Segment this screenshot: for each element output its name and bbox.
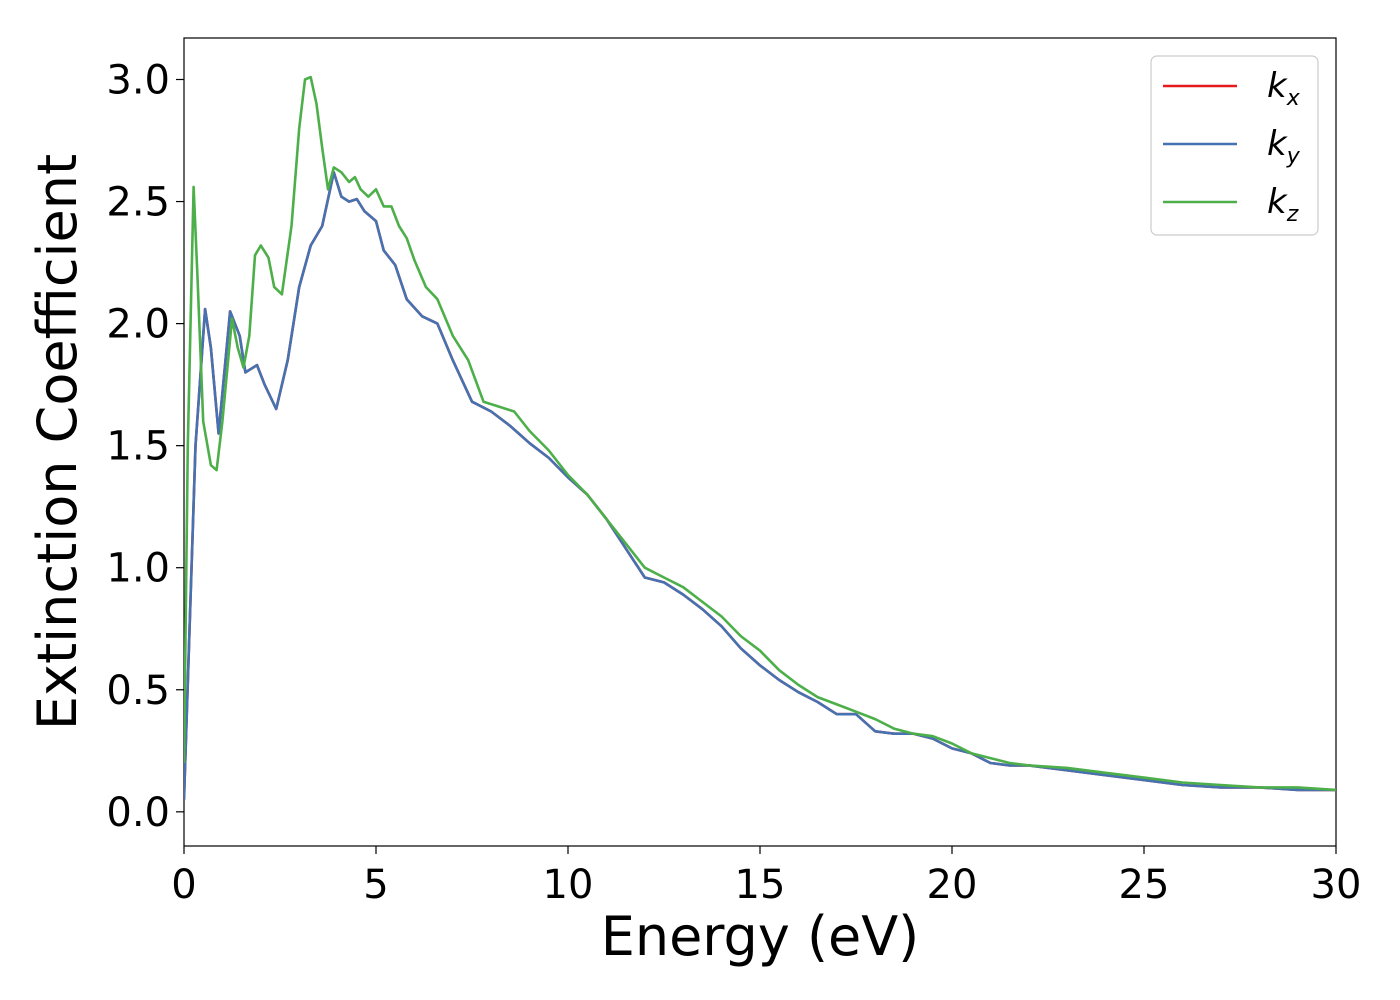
x-tick-label: 25: [1119, 862, 1170, 908]
y-tick-label: 3.0: [106, 57, 170, 103]
y-tick-label: 2.5: [106, 180, 170, 226]
y-tick-label: 1.0: [106, 546, 170, 592]
y-tick-label: 0.0: [106, 790, 170, 836]
x-tick-label: 10: [543, 862, 594, 908]
series-layer: [184, 75, 1336, 800]
x-tick-label: 0: [171, 862, 196, 908]
x-axis-title: Energy (eV): [601, 905, 920, 968]
legend-label-base: k: [1267, 182, 1288, 222]
x-tick-label: 15: [735, 862, 786, 908]
legend-label-base: k: [1267, 66, 1288, 106]
legend-label-subscript: z: [1286, 202, 1299, 227]
x-tick-label: 5: [363, 862, 388, 908]
legend-label-subscript: y: [1286, 144, 1301, 169]
y-tick-label: 2.0: [106, 302, 170, 348]
legend-label-kz: kz: [1267, 182, 1299, 227]
y-axis: 0.0 0.5 1.0 1.5 2.0 2.5 3.0: [106, 57, 184, 836]
legend-label-base: k: [1267, 124, 1288, 164]
legend-label-kx: kx: [1267, 66, 1301, 111]
x-tick-label: 30: [1311, 862, 1362, 908]
y-tick-label: 0.5: [106, 668, 170, 714]
series-line-kz: [184, 75, 1336, 792]
y-tick-label: 1.5: [106, 424, 170, 470]
legend-label-ky: ky: [1267, 124, 1301, 169]
series-line-ky: [184, 171, 1336, 800]
x-tick-label: 20: [927, 862, 978, 908]
y-axis-title: Extinction Coefficient: [26, 154, 89, 730]
legend-box: [1150, 55, 1319, 236]
x-axis: 0 5 10 15 20 25 30: [171, 846, 1361, 908]
series-line-kx: [184, 171, 1336, 800]
legend-label-subscript: x: [1286, 86, 1301, 111]
